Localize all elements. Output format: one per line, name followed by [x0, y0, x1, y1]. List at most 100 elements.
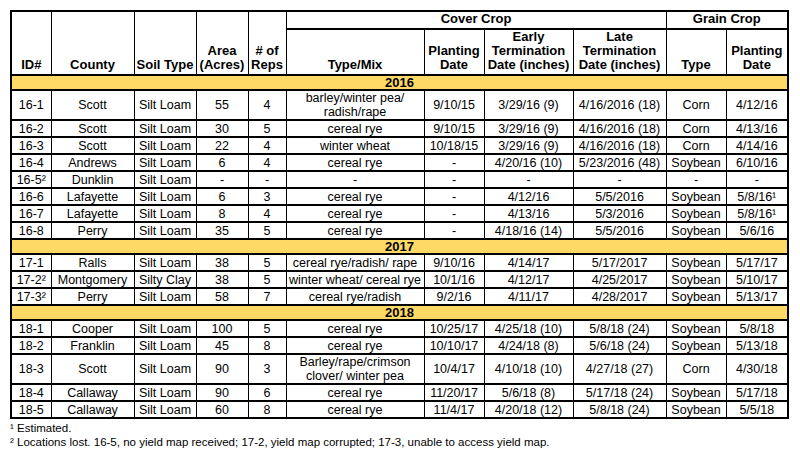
table-cell: -	[484, 171, 573, 188]
table-cell: 16-2	[11, 120, 51, 137]
table-cell: 5/17/18	[726, 384, 788, 401]
table-cell: 5/8/16¹	[726, 205, 788, 222]
table-cell: 18-1	[11, 320, 51, 337]
table-cell: -	[666, 171, 726, 188]
table-row: 16-8PerrySilt Loam355cereal rye-4/18/16 …	[11, 222, 788, 239]
table-cell: 9/10/16	[424, 254, 484, 271]
table-cell: 4/20/18 (12)	[484, 401, 573, 418]
experiment-table: ID# County Soil Type Area (Acres) # of R…	[10, 10, 789, 419]
table-cell: Lafayette	[51, 205, 134, 222]
table-cell: Corn	[666, 120, 726, 137]
table-cell: 58	[196, 288, 248, 305]
table-cell: Montgomery	[51, 271, 134, 288]
table-cell: cereal rye	[286, 188, 424, 205]
table-cell: 17-2²	[11, 271, 51, 288]
table-cell: 17-1	[11, 254, 51, 271]
table-cell: Soybean	[666, 222, 726, 239]
table-cell: 5/5/2016	[573, 188, 666, 205]
table-cell: 38	[196, 254, 248, 271]
table-cell: 4/25/18 (10)	[484, 320, 573, 337]
table-cell: cereal rye	[286, 205, 424, 222]
table-row: 18-5CallawaySilt Loam608cereal rye11/4/1…	[11, 401, 788, 418]
table-cell: 4/12/16	[484, 188, 573, 205]
table-cell: winter wheat/ cereal rye	[286, 271, 424, 288]
table-cell: 9/2/16	[424, 288, 484, 305]
table-cell: 55	[196, 90, 248, 120]
table-cell: winter wheat	[286, 137, 424, 154]
table-cell: 8	[248, 401, 286, 418]
table-cell: Silt Loam	[134, 337, 196, 354]
table-row: 16-4AndrewsSilt Loam64cereal rye-4/20/16…	[11, 154, 788, 171]
table-cell: 16-4	[11, 154, 51, 171]
table-cell: 5/6/16	[726, 222, 788, 239]
table-cell: Silt Loam	[134, 288, 196, 305]
col-header-late-termination: Late Termination Date (inches)	[573, 29, 666, 75]
table-cell: 10/18/15	[424, 137, 484, 154]
table-row: 16-1ScottSilt Loam554barley/winter pea/ …	[11, 90, 788, 120]
table-cell: 18-4	[11, 384, 51, 401]
table-cell: 4	[248, 205, 286, 222]
col-header-cover-planting-date: Planting Date	[424, 29, 484, 75]
table-cell: Cooper	[51, 320, 134, 337]
table-row: 16-2ScottSilt Loam305cereal rye9/10/153/…	[11, 120, 788, 137]
table-cell: 4/18/16 (14)	[484, 222, 573, 239]
table-cell: 4/14/17	[484, 254, 573, 271]
table-cell: Silt Loam	[134, 205, 196, 222]
col-header-soil-type: Soil Type	[134, 11, 196, 75]
table-cell: 5	[248, 320, 286, 337]
table-cell: cereal rye/radish/ rape	[286, 254, 424, 271]
table-row: 16-3ScottSilt Loam224winter wheat10/18/1…	[11, 137, 788, 154]
table-cell: 16-1	[11, 90, 51, 120]
table-cell: 4/16/2016 (18)	[573, 120, 666, 137]
table-row: 17-1RallsSilt Loam385cereal rye/radish/ …	[11, 254, 788, 271]
table-cell: cereal rye	[286, 401, 424, 418]
table-cell: Callaway	[51, 384, 134, 401]
table-cell: barley/winter pea/ radish/rape	[286, 90, 424, 120]
table-cell: cereal rye	[286, 120, 424, 137]
table-cell: Ralls	[51, 254, 134, 271]
page: { "table": { "group_headers": { "cover_c…	[0, 0, 800, 466]
table-cell: 90	[196, 384, 248, 401]
table-cell: 4	[248, 154, 286, 171]
col-header-type-mix: Type/Mix	[286, 29, 424, 75]
table-cell: 45	[196, 337, 248, 354]
table-cell: Soybean	[666, 384, 726, 401]
table-cell: 3	[248, 354, 286, 384]
table-row: 18-2FranklinSilt Loam458cereal rye10/10/…	[11, 337, 788, 354]
table-header: ID# County Soil Type Area (Acres) # of R…	[11, 11, 788, 75]
table-cell: 3/29/16 (9)	[484, 120, 573, 137]
table-cell: 22	[196, 137, 248, 154]
table-cell: Silt Loam	[134, 354, 196, 384]
table-cell: Corn	[666, 90, 726, 120]
table-cell: 90	[196, 354, 248, 384]
group-header-row: ID# County Soil Type Area (Acres) # of R…	[11, 11, 788, 29]
col-header-area: Area (Acres)	[196, 11, 248, 75]
table-cell: Dunklin	[51, 171, 134, 188]
table-cell: 18-5	[11, 401, 51, 418]
table-cell: Scott	[51, 90, 134, 120]
table-cell: Soybean	[666, 401, 726, 418]
table-cell: 6	[196, 154, 248, 171]
table-cell: 5/13/17	[726, 288, 788, 305]
table-cell: Callaway	[51, 401, 134, 418]
table-cell: 16-6	[11, 188, 51, 205]
table-row: 17-3²PerrySilt Loam587cereal rye/radish9…	[11, 288, 788, 305]
table-cell: 4/13/16	[726, 120, 788, 137]
table-cell: Scott	[51, 354, 134, 384]
table-cell: 5	[248, 254, 286, 271]
table-row: 16-7LafayetteSilt Loam84cereal rye-4/13/…	[11, 205, 788, 222]
table-cell: Soybean	[666, 254, 726, 271]
table-cell: 16-8	[11, 222, 51, 239]
table-cell: Silt Loam	[134, 171, 196, 188]
table-cell: Corn	[666, 137, 726, 154]
table-cell: -	[573, 171, 666, 188]
table-cell: 5	[248, 222, 286, 239]
table-cell: Silt Loam	[134, 137, 196, 154]
table-cell: 17-3²	[11, 288, 51, 305]
table-cell: Silt Loam	[134, 120, 196, 137]
table-cell: 3/29/16 (9)	[484, 137, 573, 154]
table-cell: 30	[196, 120, 248, 137]
table-row: 18-3ScottSilt Loam903Barley/rape/crimson…	[11, 354, 788, 384]
col-header-grain-type: Type	[666, 29, 726, 75]
table-cell: Perry	[51, 288, 134, 305]
